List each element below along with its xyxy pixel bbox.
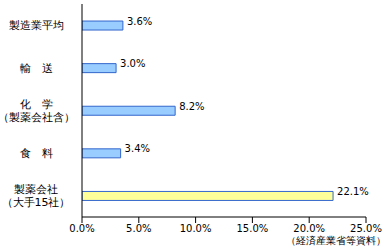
svg-text:10.0%: 10.0% <box>180 223 212 234</box>
svg-text:5.0%: 5.0% <box>126 223 151 234</box>
svg-text:3.0%: 3.0% <box>120 58 145 69</box>
svg-text:15.0%: 15.0% <box>237 223 269 234</box>
svg-text:化 学（製薬会社含）: 化 学（製薬会社含） <box>8 98 75 124</box>
svg-text:8.2%: 8.2% <box>179 101 204 112</box>
svg-text:3.4%: 3.4% <box>125 143 150 154</box>
svg-text:製薬会社（大手15社）: 製薬会社（大手15社） <box>8 183 71 209</box>
html-text:（経済産業省等資料）: （経済産業省等資料） <box>286 235 386 246</box>
svg-text:20.0%: 20.0% <box>293 223 325 234</box>
svg-text:3.6%: 3.6% <box>127 16 152 27</box>
svg-text:22.1%: 22.1% <box>337 186 369 197</box>
svg-text:製造業平均: 製造業平均 <box>9 19 64 32</box>
svg-text:25.0%: 25.0% <box>350 223 380 234</box>
svg-text:0.0%: 0.0% <box>69 223 94 234</box>
svg-text:食 料: 食 料 <box>20 147 53 160</box>
svg-text:輸 送: 輸 送 <box>20 62 53 75</box>
